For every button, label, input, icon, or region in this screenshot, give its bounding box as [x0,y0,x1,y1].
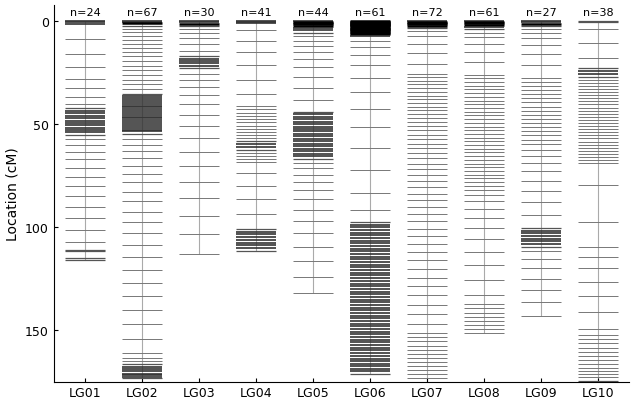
Text: n=38: n=38 [583,8,613,17]
Text: n=41: n=41 [241,8,272,17]
Text: n=61: n=61 [355,8,385,17]
Text: n=72: n=72 [411,8,443,17]
Text: n=24: n=24 [70,8,100,17]
Text: n=67: n=67 [127,8,157,17]
Y-axis label: Location (cM): Location (cM) [6,147,20,240]
Text: n=61: n=61 [469,8,499,17]
Text: n=30: n=30 [184,8,215,17]
Text: n=44: n=44 [298,8,328,17]
Text: n=27: n=27 [526,8,556,17]
